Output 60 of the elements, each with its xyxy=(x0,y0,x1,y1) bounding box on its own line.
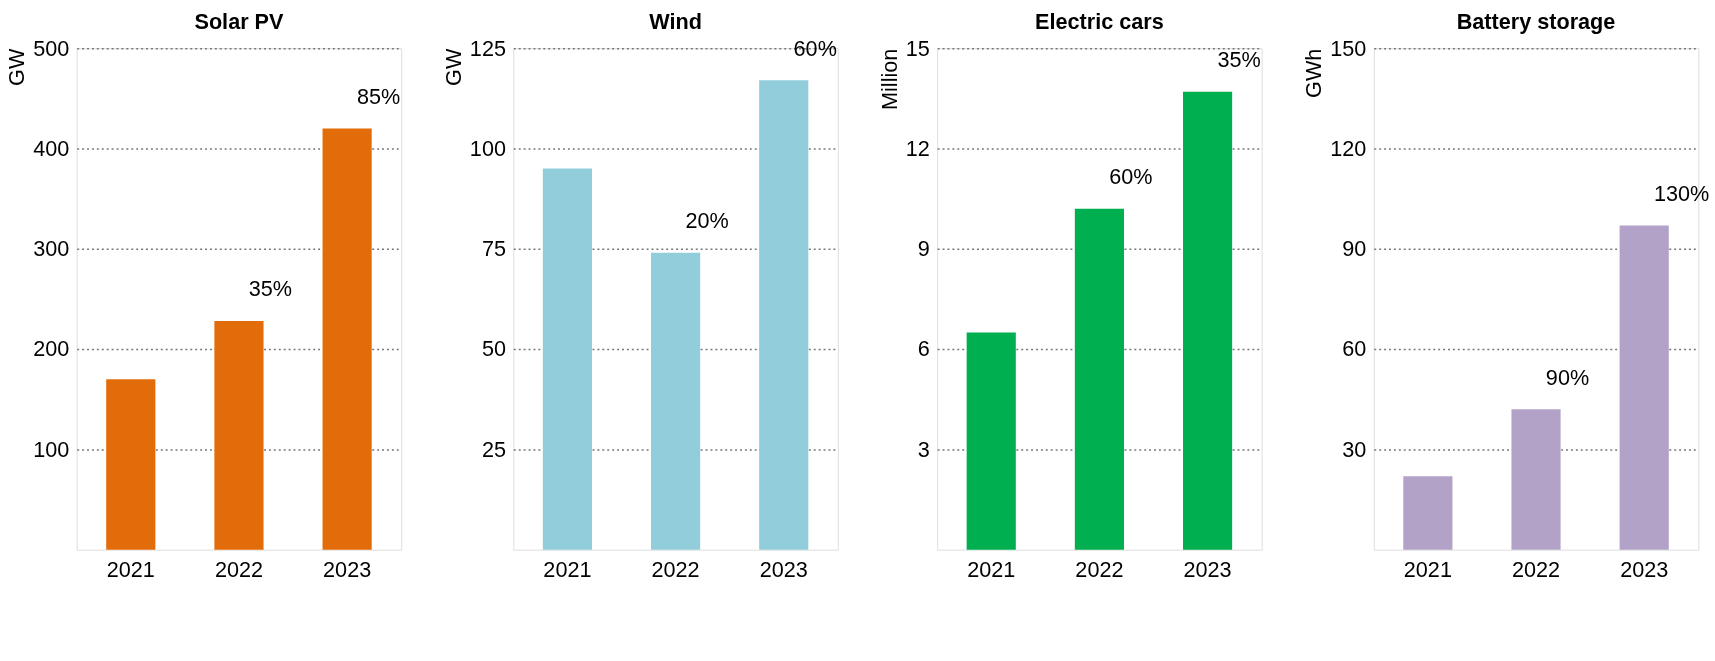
y-tick-label: 60 xyxy=(1342,336,1367,362)
y-tick-label: 9 xyxy=(917,236,930,262)
bar xyxy=(1074,208,1124,550)
x-tick-label: 2021 xyxy=(1403,556,1452,582)
chart-title: Wind xyxy=(649,8,702,34)
y-tick-label: 150 xyxy=(1330,35,1367,61)
x-tick-label: 2023 xyxy=(323,556,372,582)
y-tick-label: 400 xyxy=(33,135,70,161)
chart-title: Solar PV xyxy=(194,8,284,34)
y-axis-title: Million xyxy=(876,48,902,110)
bar xyxy=(542,168,592,550)
y-tick-label: 50 xyxy=(481,336,506,362)
x-tick-label: 2022 xyxy=(1075,556,1124,582)
y-axis-title: GW xyxy=(441,48,466,86)
y-tick-label: 300 xyxy=(33,236,70,262)
bar xyxy=(966,332,1016,550)
y-tick-label: 3 xyxy=(917,436,930,462)
y-axis-title: GWh xyxy=(1301,48,1327,98)
y-tick-label: 100 xyxy=(469,135,506,161)
annotation: 85% xyxy=(356,83,401,109)
annotation: 130% xyxy=(1654,180,1710,206)
x-tick-label: 2023 xyxy=(1183,556,1232,582)
annotation: 60% xyxy=(1109,164,1153,190)
x-tick-label: 2023 xyxy=(759,556,808,582)
y-tick-label: 25 xyxy=(481,436,506,462)
y-tick-label: 75 xyxy=(481,236,506,262)
y-tick-label: 125 xyxy=(469,35,506,61)
y-tick-label: 30 xyxy=(1342,436,1367,462)
chart-title: Electric cars xyxy=(1035,8,1164,34)
x-tick-label: 2021 xyxy=(543,556,592,582)
y-tick-label: 90 xyxy=(1342,236,1367,262)
bar xyxy=(106,379,156,550)
bar xyxy=(214,321,264,550)
y-tick-label: 200 xyxy=(33,336,70,362)
bar xyxy=(1511,409,1561,550)
y-tick-label: 100 xyxy=(33,436,70,462)
y-tick-label: 500 xyxy=(33,35,70,61)
bar xyxy=(1619,225,1669,550)
x-tick-label: 2021 xyxy=(967,556,1016,582)
y-axis-title: GW xyxy=(4,48,30,86)
bar xyxy=(650,252,701,550)
x-tick-label: 2023 xyxy=(1620,556,1669,582)
y-tick-label: 15 xyxy=(905,35,930,61)
bar xyxy=(322,128,372,550)
annotation: 20% xyxy=(685,208,729,234)
x-tick-label: 2021 xyxy=(106,556,155,582)
x-tick-label: 2022 xyxy=(651,556,700,582)
annotation: 35% xyxy=(248,276,293,302)
bar xyxy=(1183,91,1233,550)
annotation: 35% xyxy=(1217,47,1261,73)
y-tick-label: 120 xyxy=(1330,135,1367,161)
chart-title: Battery storage xyxy=(1456,8,1616,34)
annotation: 60% xyxy=(793,35,837,61)
bar xyxy=(1403,476,1453,550)
y-tick-label: 6 xyxy=(917,336,930,362)
x-tick-label: 2022 xyxy=(1511,556,1561,582)
y-tick-label: 12 xyxy=(905,135,930,161)
x-tick-label: 2022 xyxy=(214,556,264,582)
annotation: 90% xyxy=(1545,364,1590,390)
bar xyxy=(759,80,809,550)
